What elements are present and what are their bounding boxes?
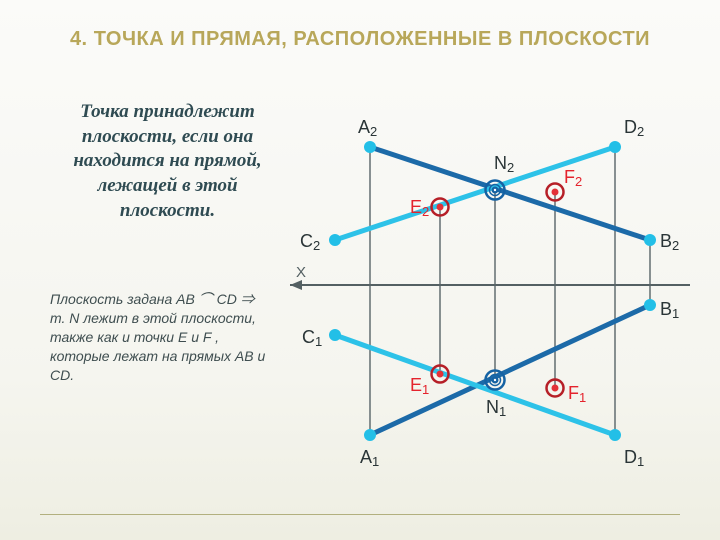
svg-text:A2: A2 <box>358 117 377 139</box>
svg-text:A1: A1 <box>360 447 379 469</box>
title-text: ТОЧКА И ПРЯМАЯ, РАСПОЛОЖЕННЫЕ В ПЛОСКОСТ… <box>94 28 650 50</box>
svg-text:N1: N1 <box>486 397 506 419</box>
svg-text:X: X <box>296 264 306 281</box>
svg-text:C1: C1 <box>302 327 322 349</box>
title-number: 4. <box>70 28 88 50</box>
svg-text:E2: E2 <box>410 197 429 219</box>
diagram-svg: X A2 D2 C2 B2 N2 E2 F2 B1 C1 A1 D1 N1 E1 F1 <box>280 90 710 520</box>
slide: 4. ТОЧКА И ПРЯМАЯ, РАСПОЛОЖЕННЫЕ В ПЛОСК… <box>0 0 720 540</box>
footer-rule <box>40 514 680 515</box>
note-text: Плоскость задана AB ⌒ CD ⇒ т. N лежит в … <box>50 290 275 384</box>
svg-text:D2: D2 <box>624 117 644 139</box>
svg-text:F1: F1 <box>568 383 586 405</box>
slide-title: 4. ТОЧКА И ПРЯМАЯ, РАСПОЛОЖЕННЫЕ В ПЛОСК… <box>0 28 720 51</box>
svg-text:D1: D1 <box>624 447 644 469</box>
svg-text:B2: B2 <box>660 231 679 253</box>
svg-text:B1: B1 <box>660 299 679 321</box>
svg-text:N2: N2 <box>494 153 514 175</box>
svg-text:F2: F2 <box>564 167 582 189</box>
svg-text:E1: E1 <box>410 375 429 397</box>
theorem-text: Точка принадлежит плоскости, если она на… <box>50 100 285 223</box>
svg-text:C2: C2 <box>300 231 320 253</box>
